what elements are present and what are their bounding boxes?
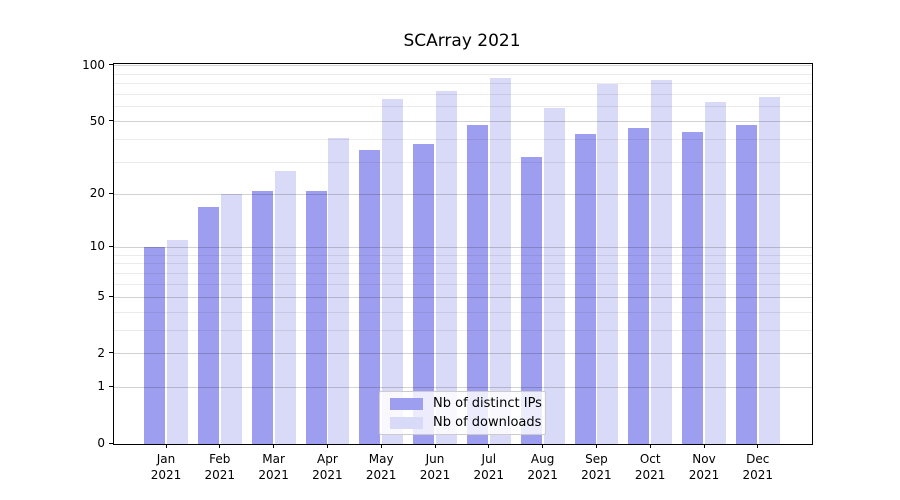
y-tick-mark (109, 352, 113, 354)
y-tick-label: 100 (82, 57, 105, 72)
bar-distinct-ips-aug (520, 157, 542, 444)
x-tick-mark (326, 444, 328, 448)
y-tick-mark (109, 245, 113, 247)
y-tick-label: 0 (97, 436, 105, 450)
y-tick-mark (109, 64, 113, 66)
bar-downloads-dec (758, 96, 780, 444)
minor-gridline (114, 106, 812, 108)
x-tick-label: Aug 2021 (527, 452, 558, 482)
x-tick-label: Jun 2021 (419, 452, 451, 482)
major-gridline (114, 246, 812, 248)
x-tick-label: Sep 2021 (581, 452, 612, 482)
major-gridline (114, 386, 812, 388)
x-tick-label: Apr 2021 (312, 452, 343, 482)
y-tick-label: 10 (89, 239, 105, 254)
y-tick-label: 5 (97, 289, 105, 304)
legend-label-downloads: Nb of downloads (433, 414, 542, 430)
x-tick-label: Jul 2021 (473, 452, 505, 482)
legend-swatch-distinct-ips (390, 397, 423, 410)
bar-downloads-aug (543, 108, 565, 444)
x-tick-mark (595, 444, 597, 448)
minor-gridline (114, 272, 812, 274)
legend-swatch-downloads (390, 416, 423, 429)
bar-distinct-ips-apr (305, 190, 327, 444)
minor-gridline (114, 93, 812, 95)
bar-distinct-ips-feb (197, 207, 219, 444)
x-tick-mark (649, 444, 651, 448)
bar-downloads-jan (166, 240, 188, 444)
y-tick-mark (109, 442, 113, 444)
x-tick-mark (757, 444, 759, 448)
bar-downloads-feb (220, 194, 242, 444)
bar-distinct-ips-jul (466, 124, 488, 444)
plot-area: Nb of distinct IPs Nb of downloads (113, 63, 813, 445)
x-tick-mark (219, 444, 221, 448)
bar-distinct-ips-jun (413, 143, 435, 444)
bar-downloads-jun (435, 91, 457, 444)
x-tick-mark (703, 444, 705, 448)
bar-downloads-mar (274, 170, 296, 444)
minor-gridline (114, 254, 812, 256)
major-gridline (114, 193, 812, 195)
major-gridline (114, 296, 812, 298)
minor-gridline (114, 161, 812, 163)
minor-gridline (114, 73, 812, 75)
bar-downloads-sep (597, 83, 619, 444)
x-tick-label: Mar 2021 (258, 452, 289, 482)
minor-gridline (114, 329, 812, 331)
bar-distinct-ips-dec (735, 124, 757, 444)
y-tick-label: 20 (89, 186, 105, 201)
y-tick-label: 2 (97, 345, 105, 360)
bar-downloads-may (382, 99, 404, 444)
x-tick-mark (542, 444, 544, 448)
bar-distinct-ips-nov (682, 131, 704, 444)
x-tick-label: Dec 2021 (742, 452, 774, 482)
x-tick-label: Oct 2021 (634, 452, 666, 482)
x-tick-label: Nov 2021 (688, 452, 720, 482)
y-tick-mark (109, 295, 113, 297)
x-tick-mark (273, 444, 275, 448)
minor-gridline (114, 139, 812, 140)
x-tick-mark (380, 444, 382, 448)
x-tick-label: May 2021 (365, 452, 397, 482)
y-tick-mark (109, 385, 113, 387)
major-gridline (114, 65, 812, 67)
x-tick-mark (434, 444, 436, 448)
bar-distinct-ips-jan (144, 247, 166, 444)
minor-gridline (114, 263, 812, 265)
bar-distinct-ips-may (359, 150, 381, 444)
x-tick-label: Feb 2021 (204, 452, 236, 482)
legend-label-distinct-ips: Nb of distinct IPs (433, 395, 542, 411)
bar-downloads-jul (489, 77, 511, 444)
bar-downloads-apr (328, 137, 350, 444)
bar-distinct-ips-sep (574, 133, 596, 444)
y-tick-mark (109, 120, 113, 122)
major-gridline (114, 353, 812, 355)
bar-downloads-nov (704, 101, 726, 444)
legend-item-downloads: Nb of downloads (380, 413, 545, 432)
y-tick-label: 50 (89, 113, 105, 128)
legend-item-distinct-ips: Nb of distinct IPs (380, 394, 545, 413)
bar-downloads-oct (651, 79, 673, 444)
major-gridline (114, 121, 812, 123)
y-tick-label: 1 (97, 379, 105, 394)
minor-gridline (114, 311, 812, 313)
chart-title: SCArray 2021 (403, 31, 521, 51)
y-tick-mark (109, 192, 113, 194)
bar-distinct-ips-oct (628, 128, 650, 444)
x-tick-mark (488, 444, 490, 448)
legend: Nb of distinct IPs Nb of downloads (379, 391, 546, 435)
minor-gridline (114, 83, 812, 85)
bar-distinct-ips-mar (251, 190, 273, 444)
x-tick-label: Jan 2021 (150, 452, 182, 482)
x-tick-mark (165, 444, 167, 448)
minor-gridline (114, 283, 812, 285)
